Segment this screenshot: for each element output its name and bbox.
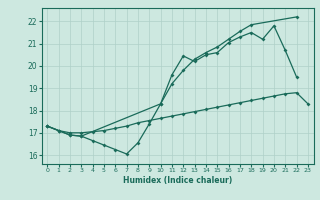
X-axis label: Humidex (Indice chaleur): Humidex (Indice chaleur) (123, 176, 232, 185)
